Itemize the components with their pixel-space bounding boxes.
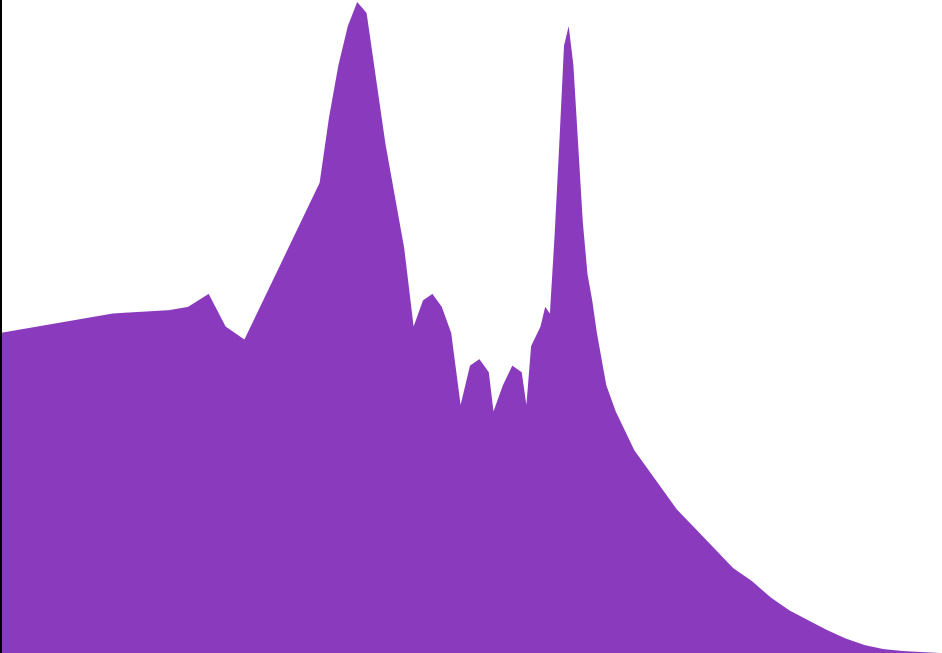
area-series-0: [0, 1, 940, 653]
area-chart: [0, 0, 940, 653]
plot-area: [0, 1, 940, 653]
